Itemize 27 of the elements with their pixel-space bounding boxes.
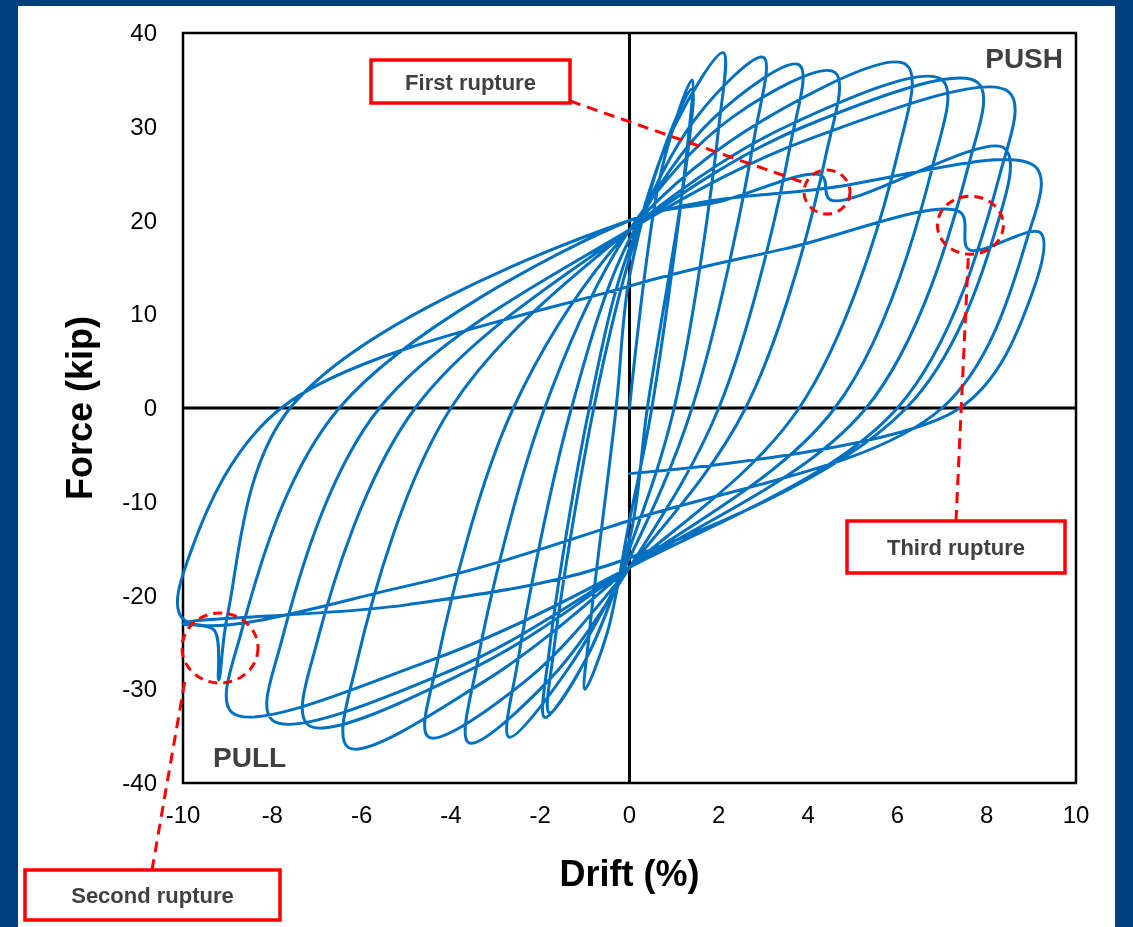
y-tick-label: 0 <box>143 394 157 421</box>
x-tick-label: 10 <box>1062 801 1090 828</box>
annotation: Third rupture <box>886 535 1026 560</box>
y-tick-label: -30 <box>122 675 157 703</box>
x-tick-label: 8 <box>980 801 994 828</box>
annotation: First rupture <box>405 69 536 95</box>
y-tick-label: 20 <box>130 206 157 234</box>
x-tick-label: -2 <box>529 801 551 828</box>
y-tick-label: 40 <box>130 19 157 46</box>
x-tick-label: 0 <box>622 801 637 828</box>
y-tick-label: -40 <box>122 769 157 796</box>
y-tick-label: -10 <box>122 487 157 515</box>
x-tick-label: -6 <box>350 801 373 828</box>
annotation: PUSH <box>985 43 1063 74</box>
y-tick-label: 30 <box>130 112 157 140</box>
text: Second rupture <box>71 883 234 908</box>
x-tick-label: -4 <box>440 801 462 828</box>
y-tick-label: -20 <box>122 581 157 609</box>
x-tick-label: -10 <box>165 801 201 828</box>
annotation: PULL <box>213 742 287 773</box>
x-axis-title: Drift (%) <box>559 853 700 894</box>
x-tick-label: -8 <box>261 801 283 828</box>
x-tick-label: 6 <box>890 801 905 828</box>
x-tick-label: 4 <box>801 801 815 828</box>
y-axis-title: Force (kip) <box>59 315 100 501</box>
y-tick-label: 10 <box>130 300 157 328</box>
x-tick-label: 2 <box>712 801 726 828</box>
